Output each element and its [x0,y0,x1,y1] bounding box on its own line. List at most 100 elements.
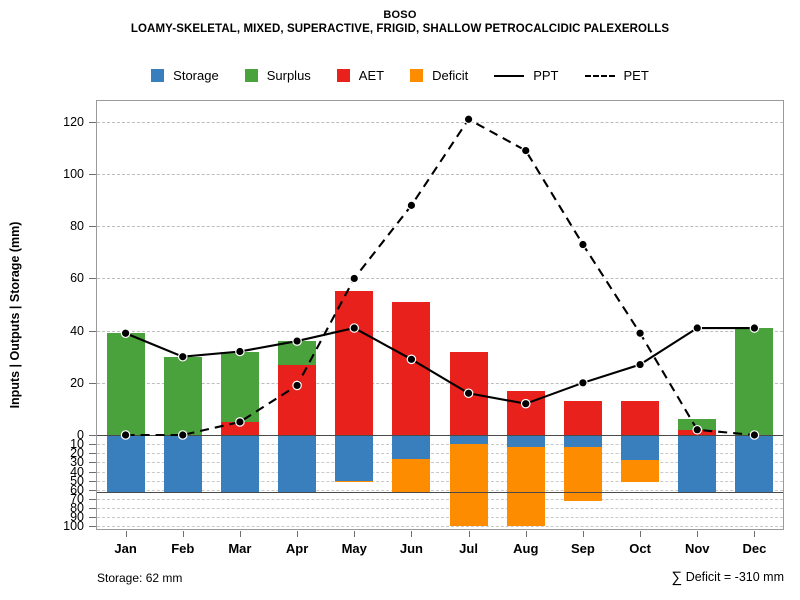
bar-apr[interactable] [278,101,317,529]
sigma-icon: ∑ [671,569,683,586]
x-tick-label-sep: Sep [570,541,595,556]
bar-segment-aet [621,401,660,435]
bar-segment-storage [678,435,717,492]
x-tick-label-jul: Jul [459,541,478,556]
bar-jan[interactable] [106,101,145,529]
y-axis: 20 40 60 80 100 120 0 10 20 30 40 50 60 70 80 90 100 [0,100,96,533]
y-tick-up-120 [89,121,96,123]
bar-segment-storage [563,435,602,447]
bar-segment-storage [735,435,774,492]
page-title: BOSO [383,9,417,21]
y-tick-dn-100 [89,526,96,528]
bar-nov[interactable] [678,101,717,529]
y-tick-label-dn-90: 90 [70,510,84,525]
legend-item-deficit[interactable]: Deficit [410,68,468,83]
bar-segment-surplus [678,419,717,430]
x-tick-mar [239,531,241,537]
y-tick-up-60 [89,278,96,280]
bar-segment-deficit [449,444,488,527]
aet-swatch [336,69,350,82]
y-tick-up-100 [89,174,96,176]
gridline-lower-100 [97,526,783,528]
x-tick-sep [582,531,584,537]
bar-segment-aet [392,301,431,435]
x-tick-aug [525,531,527,537]
deficit-swatch [410,69,424,82]
y-tick-dn-50 [89,480,96,482]
y-tick-label-up-20: 20 [70,375,84,390]
page-subtitle: LOAMY-SKELETAL, MIXED, SUPERACTIVE, FRIG… [130,23,670,35]
bar-dec[interactable] [735,101,774,529]
bar-jul[interactable] [449,101,488,529]
bar-segment-storage [449,435,488,445]
bar-segment-aet [278,364,317,435]
bar-segment-storage [392,435,431,459]
y-tick-up-20 [89,382,96,384]
y-tick-label-dn-50: 50 [70,473,84,488]
y-tick-dn-30 [89,462,96,464]
legend-label: PPT [533,68,559,83]
zero-line [97,435,783,436]
legend-item-pet[interactable]: PET [584,68,649,83]
x-tick-jun [411,531,413,537]
bar-jun[interactable] [392,101,431,529]
storage-capacity-line [97,491,783,493]
y-tick-label-zero: 0 [77,428,84,442]
plot-area [96,100,784,530]
legend-item-ppt[interactable]: PPT [494,68,559,83]
bar-feb[interactable] [163,101,202,529]
y-tick-label-up-60: 60 [70,271,84,286]
gridline-lower-90 [97,517,783,519]
y-tick-up-40 [89,330,96,332]
plot-inner [97,101,783,529]
ppt-line [125,326,755,405]
y-tick-dn-10 [89,444,96,446]
pet-line [125,117,755,437]
y-tick-dn-80 [89,508,96,509]
legend-label: Deficit [432,68,469,83]
x-tick-dec [754,531,756,537]
legend-item-storage[interactable]: Storage [151,68,219,83]
y-tick-label-up-100: 100 [63,167,84,182]
y-tick-label-dn-70: 70 [70,491,84,506]
y-tick-label-up-40: 40 [70,323,84,338]
x-tick-label-mar: Mar [228,541,252,556]
storage-note: Storage: 62 mm [97,571,183,585]
bar-segment-storage [220,435,259,492]
bar-segment-surplus [163,356,202,435]
bar-segment-storage [621,435,660,460]
bar-sep[interactable] [563,101,602,529]
bar-aug[interactable] [506,101,545,529]
y-tick-label-dn-20: 20 [70,446,84,461]
bar-segment-storage [506,435,545,447]
bar-segment-surplus [278,341,317,365]
y-tick-zero [89,435,96,436]
gridline-lower-20 [97,453,783,455]
gridline-lower-50 [97,480,783,482]
x-tick-may [354,531,356,537]
gridline-lower-80 [97,508,783,509]
bar-mar[interactable] [220,101,259,529]
legend-item-aet[interactable]: AET [336,68,385,83]
legend-item-surplus[interactable]: Surplus [244,68,311,83]
bar-segment-aet [449,351,488,435]
x-tick-label-feb: Feb [171,541,195,556]
x-tick-jan [125,531,127,537]
y-tick-up-80 [89,226,96,228]
y-tick-dn-20 [89,453,96,455]
bar-may[interactable] [335,101,374,529]
legend-label: Surplus [266,68,311,83]
storage-swatch [151,69,165,82]
surplus-swatch [244,69,258,82]
bar-oct[interactable] [621,101,660,529]
x-tick-label-dec: Dec [742,541,767,556]
x-tick-oct [640,531,642,537]
x-tick-label-nov: Nov [684,541,710,556]
y-tick-label-dn-80: 80 [70,501,84,515]
y-tick-label-dn-40: 40 [70,464,84,479]
x-tick-nov [697,531,699,537]
x-tick-label-apr: Apr [285,541,309,556]
deficit-note: ∑ Deficit = -310 mm [672,569,784,586]
legend-label: AET [358,68,385,83]
